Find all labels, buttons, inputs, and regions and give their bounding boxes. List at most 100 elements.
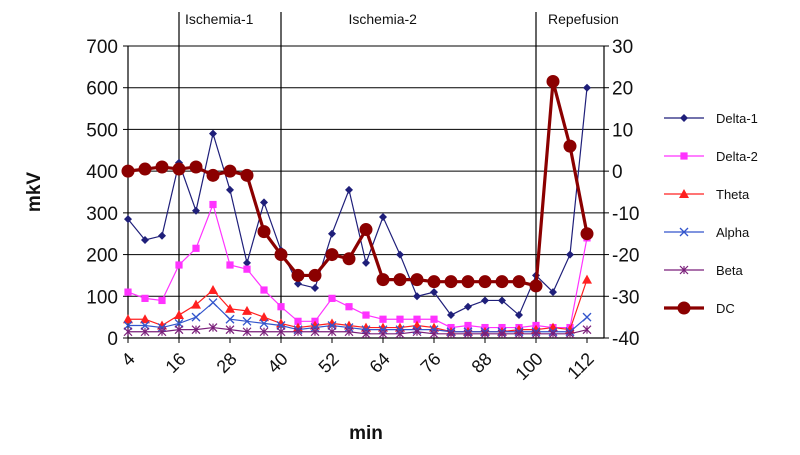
data-point-delta-1 xyxy=(362,258,370,267)
data-point-dc xyxy=(359,223,373,237)
data-point-theta xyxy=(174,310,184,320)
data-point-alpha-stroke xyxy=(191,312,201,322)
data-point-delta-2 xyxy=(226,261,234,269)
data-point-dc xyxy=(223,164,237,178)
data-point-delta-1 xyxy=(447,311,455,320)
data-point-alpha xyxy=(344,323,354,333)
data-point-beta xyxy=(565,329,575,339)
legend-item-alpha: Alpha xyxy=(664,225,750,240)
legend-marker-theta xyxy=(679,189,689,198)
y-right-tick-label: -20 xyxy=(612,246,639,267)
data-point-beta xyxy=(446,329,456,339)
data-point-dc xyxy=(172,162,186,176)
data-point-theta xyxy=(191,299,201,309)
data-point-dc xyxy=(308,268,322,282)
data-point-beta xyxy=(327,327,337,337)
data-point-delta-1 xyxy=(464,302,472,311)
data-point-dc xyxy=(546,74,560,88)
data-point-beta xyxy=(548,329,558,339)
data-point-delta-1 xyxy=(328,229,336,238)
data-point-alpha-stroke xyxy=(157,323,167,333)
legend-label-theta: Theta xyxy=(716,187,750,202)
data-point-beta xyxy=(582,325,592,335)
data-point-beta xyxy=(276,327,286,337)
data-point-alpha-stroke xyxy=(208,298,218,308)
data-point-dc xyxy=(325,248,339,262)
data-point-delta-1 xyxy=(583,83,591,92)
y-left-tick-label: 500 xyxy=(86,120,118,141)
data-point-dc xyxy=(206,168,220,182)
data-point-dc xyxy=(274,248,288,262)
x-axis-title: min xyxy=(349,423,383,444)
data-point-alpha xyxy=(276,321,286,330)
data-point-beta xyxy=(531,329,541,339)
data-point-alpha xyxy=(157,323,167,333)
data-point-delta-1 xyxy=(141,235,149,244)
data-point-delta-1 xyxy=(243,258,251,267)
data-point-delta-2 xyxy=(209,200,217,209)
phase-markers: Ischemia-1 Ischemia-2 Repefusion xyxy=(178,11,619,338)
phase-label: Ischemia-1 xyxy=(185,11,254,27)
series-beta xyxy=(123,323,592,339)
data-point-dc xyxy=(291,268,305,282)
data-point-beta xyxy=(157,327,167,337)
series-line-alpha xyxy=(128,301,588,333)
data-point-beta xyxy=(242,327,252,337)
legend-item-theta: Theta xyxy=(664,187,750,202)
y-right-tick-label: -10 xyxy=(612,204,639,225)
data-point-theta xyxy=(208,285,218,295)
y-right-tick-label: 30 xyxy=(612,37,633,58)
series-alpha xyxy=(123,298,592,337)
data-point-dc xyxy=(563,139,577,153)
data-point-alpha-stroke xyxy=(378,325,388,335)
data-point-alpha xyxy=(395,325,405,335)
data-point-beta xyxy=(344,327,354,337)
data-point-beta xyxy=(293,327,303,337)
data-point-beta xyxy=(395,329,405,339)
data-point-alpha-stroke xyxy=(344,323,354,333)
data-point-alpha-stroke xyxy=(310,323,320,333)
data-point-delta-1 xyxy=(549,288,557,297)
series-layer xyxy=(121,74,594,339)
legend-label-beta: Beta xyxy=(716,263,744,278)
data-point-alpha-stroke xyxy=(242,316,252,326)
data-point-alpha xyxy=(242,316,252,326)
series-line-delta-2 xyxy=(127,202,588,329)
data-point-delta-1 xyxy=(566,250,574,259)
data-point-dc xyxy=(240,168,254,182)
series-dc xyxy=(121,74,594,293)
data-point-dc xyxy=(410,273,424,287)
legend-label-alpha: Alpha xyxy=(716,225,750,240)
data-point-alpha-stroke xyxy=(361,325,371,335)
data-point-alpha xyxy=(582,312,592,322)
series-line-theta xyxy=(128,279,588,333)
data-point-delta-1 xyxy=(294,279,302,288)
data-point-delta-2 xyxy=(141,294,149,302)
y-right-tick-label: 0 xyxy=(612,162,623,183)
x-tick-label: 64 xyxy=(366,349,394,377)
data-point-alpha-stroke xyxy=(582,312,592,322)
data-point-beta xyxy=(378,329,388,339)
data-point-delta-1 xyxy=(379,213,387,222)
data-point-beta xyxy=(123,327,133,337)
data-point-delta-1 xyxy=(498,296,506,305)
data-point-delta-1 xyxy=(260,198,268,207)
data-point-alpha-stroke xyxy=(276,321,286,330)
data-point-beta xyxy=(429,329,439,339)
x-tick-label: 28 xyxy=(213,349,241,377)
y-right-tick-label: 10 xyxy=(612,120,633,141)
legend-marker-delta-1 xyxy=(680,114,688,122)
data-point-dc xyxy=(512,275,526,289)
legend-item-dc: DC xyxy=(664,301,735,316)
data-point-delta-1 xyxy=(192,206,200,215)
legend-marker-beta xyxy=(679,265,689,275)
x-tick-label: 100 xyxy=(511,349,546,384)
x-tick-label: 16 xyxy=(162,349,190,377)
y-axis-title: mkV xyxy=(24,172,45,212)
data-point-delta-1 xyxy=(345,185,353,194)
y-left-tick-label: 400 xyxy=(86,162,118,183)
data-point-alpha xyxy=(191,312,201,322)
data-point-dc xyxy=(342,252,356,266)
data-point-alpha-stroke xyxy=(140,321,150,330)
